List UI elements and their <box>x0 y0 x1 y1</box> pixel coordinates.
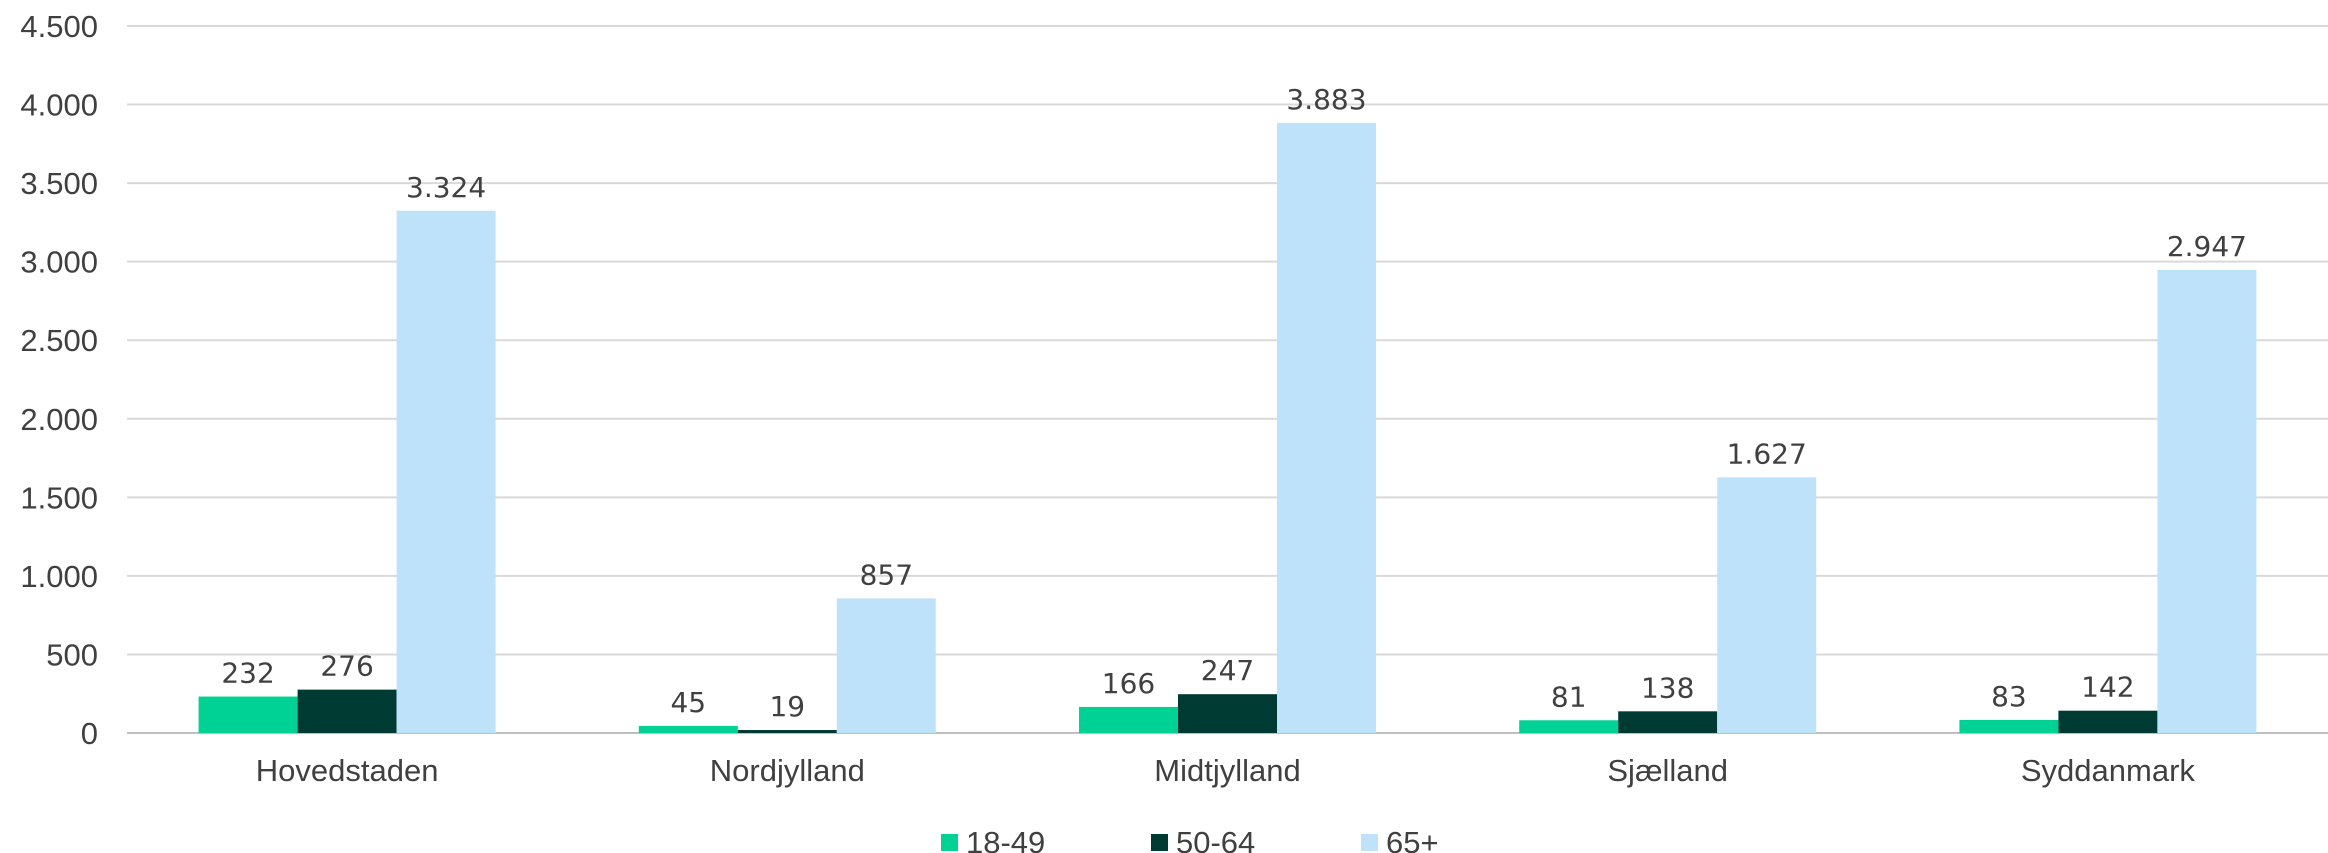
bar-65+-Hovedstaden <box>396 210 496 733</box>
bars <box>198 122 2257 733</box>
data-label: 857 <box>860 558 913 591</box>
y-tick-label: 4.500 <box>20 9 98 44</box>
y-tick-label: 1.000 <box>20 559 98 594</box>
legend-swatch-18-49 <box>941 834 958 851</box>
x-category-label: Sjælland <box>1607 753 1728 788</box>
y-tick-label: 3.500 <box>20 166 98 201</box>
data-label: 142 <box>2081 671 2134 704</box>
data-label: 2.947 <box>2167 230 2247 263</box>
data-label: 3.883 <box>1286 83 1366 116</box>
legend-label: 65+ <box>1386 825 1439 853</box>
data-label: 276 <box>320 650 373 683</box>
y-tick-label: 2.000 <box>20 402 98 437</box>
bar-50-64-Nordjylland <box>737 730 837 733</box>
y-tick-label: 2.500 <box>20 323 98 358</box>
y-tick-label: 0 <box>81 716 98 751</box>
bar-50-64-Midtjylland <box>1178 694 1277 733</box>
x-category-label: Hovedstaden <box>256 753 439 788</box>
data-label: 138 <box>1641 671 1694 704</box>
bar-18-49-Midtjylland <box>1079 706 1178 733</box>
bar-18-49-Hovedstaden <box>198 696 298 733</box>
legend-swatch-50-64 <box>1151 834 1168 851</box>
data-label: 45 <box>670 686 706 719</box>
legend-label: 18-49 <box>966 825 1045 853</box>
y-axis-tick-labels: 0 500 1.000 1.500 2.000 2.500 3.000 3.500 4.000 4… <box>20 9 98 751</box>
bar-65+-Nordjylland <box>836 598 936 733</box>
x-category-label: Syddanmark <box>2021 753 2196 788</box>
bar-50-64-Sjælland <box>1618 711 1718 733</box>
x-category-label: Midtjylland <box>1154 753 1300 788</box>
data-label: 83 <box>1991 680 2027 713</box>
data-labels: 232 276 3.324 45 19 857 166 247 3.883 81 138 1.627 8… <box>221 83 2247 723</box>
y-tick-label: 3.000 <box>20 245 98 280</box>
y-tick-label: 500 <box>46 637 98 672</box>
data-label: 1.627 <box>1727 437 1807 470</box>
bar-18-49-Sjælland <box>1519 720 1619 733</box>
data-label: 247 <box>1201 654 1254 687</box>
bar-50-64-Hovedstaden <box>297 689 397 733</box>
legend-swatch-65+ <box>1361 834 1378 851</box>
bar-50-64-Syddanmark <box>2058 710 2158 733</box>
legend-label: 50-64 <box>1176 825 1255 853</box>
data-label: 19 <box>769 690 805 723</box>
legend: 18-49 50-64 65+ <box>941 825 1439 853</box>
data-label: 81 <box>1551 680 1587 713</box>
y-tick-label: 4.000 <box>20 88 98 123</box>
data-label: 3.324 <box>406 171 486 204</box>
bar-65+-Syddanmark <box>2157 269 2257 733</box>
x-category-label: Nordjylland <box>710 753 865 788</box>
y-tick-label: 1.500 <box>20 480 98 515</box>
data-label: 232 <box>221 657 274 690</box>
bar-65+-Sjælland <box>1717 477 1817 733</box>
x-axis-category-labels: Hovedstaden Nordjylland Midtjylland Sjællan… <box>256 753 2196 788</box>
bar-65+-Midtjylland <box>1277 122 1376 733</box>
bar-18-49-Nordjylland <box>638 725 738 733</box>
data-label: 166 <box>1102 667 1155 700</box>
bar-18-49-Syddanmark <box>1959 719 2059 733</box>
